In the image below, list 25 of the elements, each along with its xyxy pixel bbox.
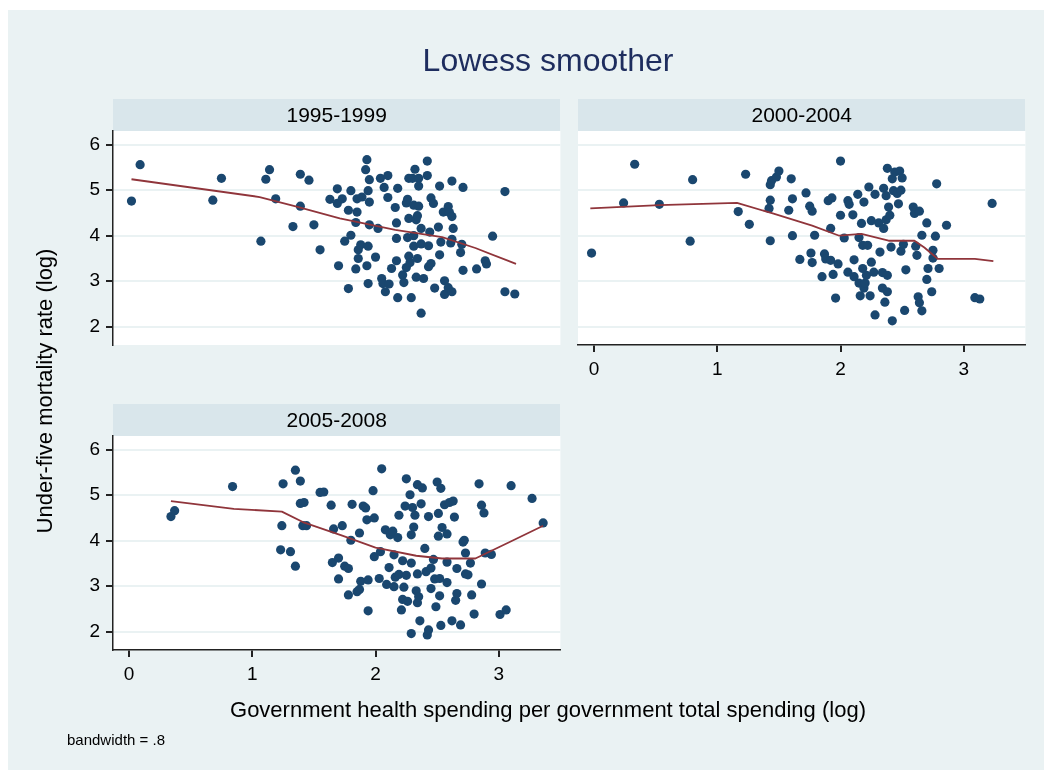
y-tick-label: 2 — [89, 315, 100, 337]
text: bandwidth = .8 — [67, 731, 165, 748]
x-tick-label: 0 — [588, 357, 600, 379]
x-tick-label: 2 — [835, 357, 846, 379]
y-tick-label: 2 — [89, 620, 100, 642]
x-tick-label: 1 — [246, 662, 258, 684]
chart-title: Lowess smoother — [421, 42, 675, 79]
x-tick-label: 2 — [370, 662, 381, 684]
y-axis-title: Under-five mortality rate (log) — [32, 247, 58, 536]
y-tick-label: 6 — [89, 437, 100, 459]
x-axis-title: Government health spending per government total spending (log) — [229, 697, 867, 723]
y-tick-label: 3 — [89, 574, 100, 596]
y-tick-label: 4 — [89, 223, 101, 245]
y-tick-label: 5 — [89, 178, 100, 200]
chart-subtitle: 2005-2008 — [113, 404, 561, 436]
chart-subtitle: 1995-1999 — [113, 99, 561, 131]
y-tick-label: 3 — [89, 269, 100, 291]
y-tick-label: 6 — [89, 132, 100, 154]
x-tick-label: 3 — [958, 357, 970, 379]
x-tick-label: 1 — [711, 357, 723, 379]
chart-subtitle: 2000-2004 — [578, 99, 1026, 131]
y-tick-label: 4 — [89, 528, 101, 550]
x-tick-label: 0 — [123, 662, 135, 684]
y-tick-label: 5 — [89, 483, 100, 505]
x-tick-label: 3 — [493, 662, 505, 684]
